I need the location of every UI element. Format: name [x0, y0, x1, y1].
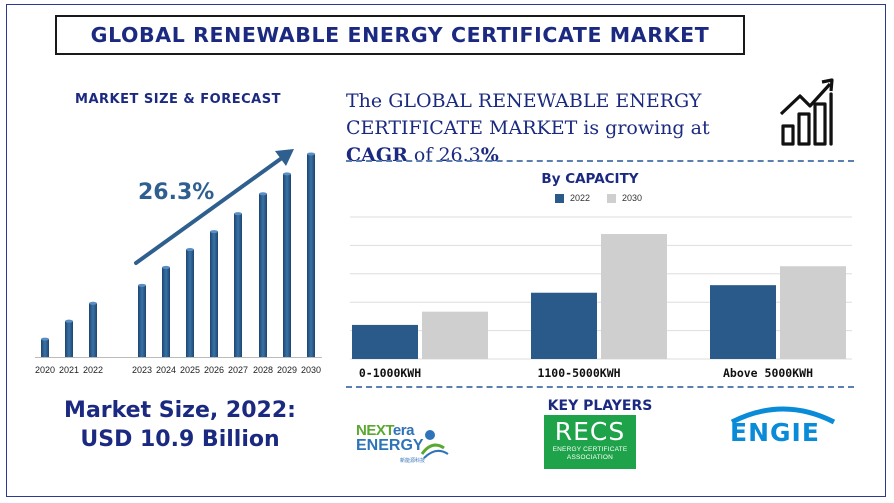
market-size-line1: Market Size, 2022: — [64, 398, 296, 423]
engie-wordmark: ENGIE — [730, 418, 820, 447]
market-tick-2022: 2022 — [83, 365, 103, 375]
cagr-annotation: 26.3% — [138, 180, 215, 205]
legend-label-2030: 2030 — [622, 193, 643, 203]
legend-2030: 2030 — [607, 193, 642, 203]
market-bar-2022 — [89, 303, 97, 357]
nextera-logo: NEXTera ENERGY 新能源科技 — [356, 418, 456, 468]
market-size-line2: USD 10.9 Billion — [80, 427, 280, 452]
market-tick-2024: 2024 — [156, 365, 176, 375]
legend-label-2022: 2022 — [570, 193, 591, 203]
legend-swatch-2030 — [607, 193, 616, 203]
market-tick-2023: 2023 — [132, 365, 152, 375]
growth-arrow-line — [134, 153, 288, 265]
capacity-tick-0: 0-1000KWH — [359, 366, 421, 380]
capacity-tick-1: 1100-5000KWH — [537, 366, 620, 380]
nextera-energy: ENERGY — [356, 437, 424, 454]
market-bar-cap-2025 — [186, 248, 194, 252]
headline-line1: The GLOBAL RENEWABLE ENERGY — [346, 90, 702, 112]
market-tick-2020: 2020 — [35, 365, 55, 375]
market-bar-cap-2026 — [210, 230, 218, 234]
engie-logo: ENGIE — [724, 402, 842, 452]
recs-line2: ASSOCIATION — [566, 454, 614, 461]
market-tick-2027: 2027 — [228, 365, 248, 375]
market-bar-cap-2027 — [234, 212, 242, 216]
capacity-bar-2030-1 — [601, 234, 667, 359]
page-title: GLOBAL RENEWABLE ENERGY CERTIFICATE MARK… — [90, 23, 710, 47]
growth-arrow-head — [275, 149, 294, 166]
market-bar-2028 — [259, 193, 267, 357]
market-bar-cap-2028 — [259, 192, 267, 196]
title-box: GLOBAL RENEWABLE ENERGY CERTIFICATE MARK… — [55, 15, 745, 55]
market-bar-2021 — [65, 321, 73, 357]
market-bar-2027 — [234, 213, 242, 357]
market-bar-cap-2023 — [138, 283, 146, 287]
recs-logo: RECS ENERGY CERTIFICATE ASSOCIATION — [544, 415, 636, 469]
market-tick-2026: 2026 — [204, 365, 224, 375]
nextera-era: era — [392, 422, 415, 439]
headline-line2: CERTIFICATE MARKET is growing at — [346, 117, 710, 139]
capacity-tick-2: Above 5000KWH — [723, 366, 813, 380]
legend-swatch-2022 — [555, 193, 564, 203]
market-size-summary: Market Size, 2022: USD 10.9 Billion — [30, 396, 330, 454]
market-bar-2030 — [307, 153, 315, 357]
market-bar-2023 — [138, 285, 146, 357]
market-tick-2029: 2029 — [277, 365, 297, 375]
capacity-bar-2030-2 — [780, 266, 846, 359]
market-bar-cap-2029 — [283, 172, 291, 176]
page-frame — [6, 4, 886, 497]
divider-bottom — [346, 386, 854, 388]
recs-line1: ENERGY CERTIFICATE — [552, 446, 628, 453]
market-bar-2029 — [283, 173, 291, 357]
divider-top — [346, 160, 854, 162]
market-bar-cap-2020 — [41, 337, 49, 341]
nextera-wordmark: NEXTera — [356, 422, 414, 439]
nextera-tagline: 新能源科技 — [400, 458, 426, 464]
capacity-chart-title: By CAPACITY — [541, 171, 639, 187]
market-tick-2025: 2025 — [180, 365, 200, 375]
market-bar-2026 — [210, 231, 218, 357]
nextera-swirl-icon — [420, 430, 449, 459]
market-tick-2021: 2021 — [59, 365, 79, 375]
nextera-next: NEXT — [356, 422, 393, 439]
market-bar-cap-2024 — [162, 265, 170, 269]
market-bar-2025 — [186, 249, 194, 357]
key-players-title: KEY PLAYERS — [547, 398, 653, 414]
market-bar-2020 — [41, 339, 49, 357]
capacity-bar-2022-1 — [531, 292, 597, 359]
capacity-bar-2022-0 — [352, 324, 418, 359]
capacity-bar-2030-0 — [422, 311, 488, 359]
market-bar-2024 — [162, 267, 170, 357]
market-bar-cap-2021 — [65, 319, 73, 323]
market-bar-cap-2030 — [307, 152, 315, 156]
capacity-bar-2022-2 — [710, 285, 776, 359]
market-tick-2028: 2028 — [253, 365, 273, 375]
legend-2022: 2022 — [555, 193, 590, 203]
market-tick-2030: 2030 — [301, 365, 321, 375]
market-size-subtitle: MARKET SIZE & FORECAST — [75, 92, 281, 107]
engie-arc-icon — [730, 406, 836, 425]
market-bar-cap-2022 — [89, 301, 97, 305]
recs-wordmark: RECS — [554, 417, 626, 446]
